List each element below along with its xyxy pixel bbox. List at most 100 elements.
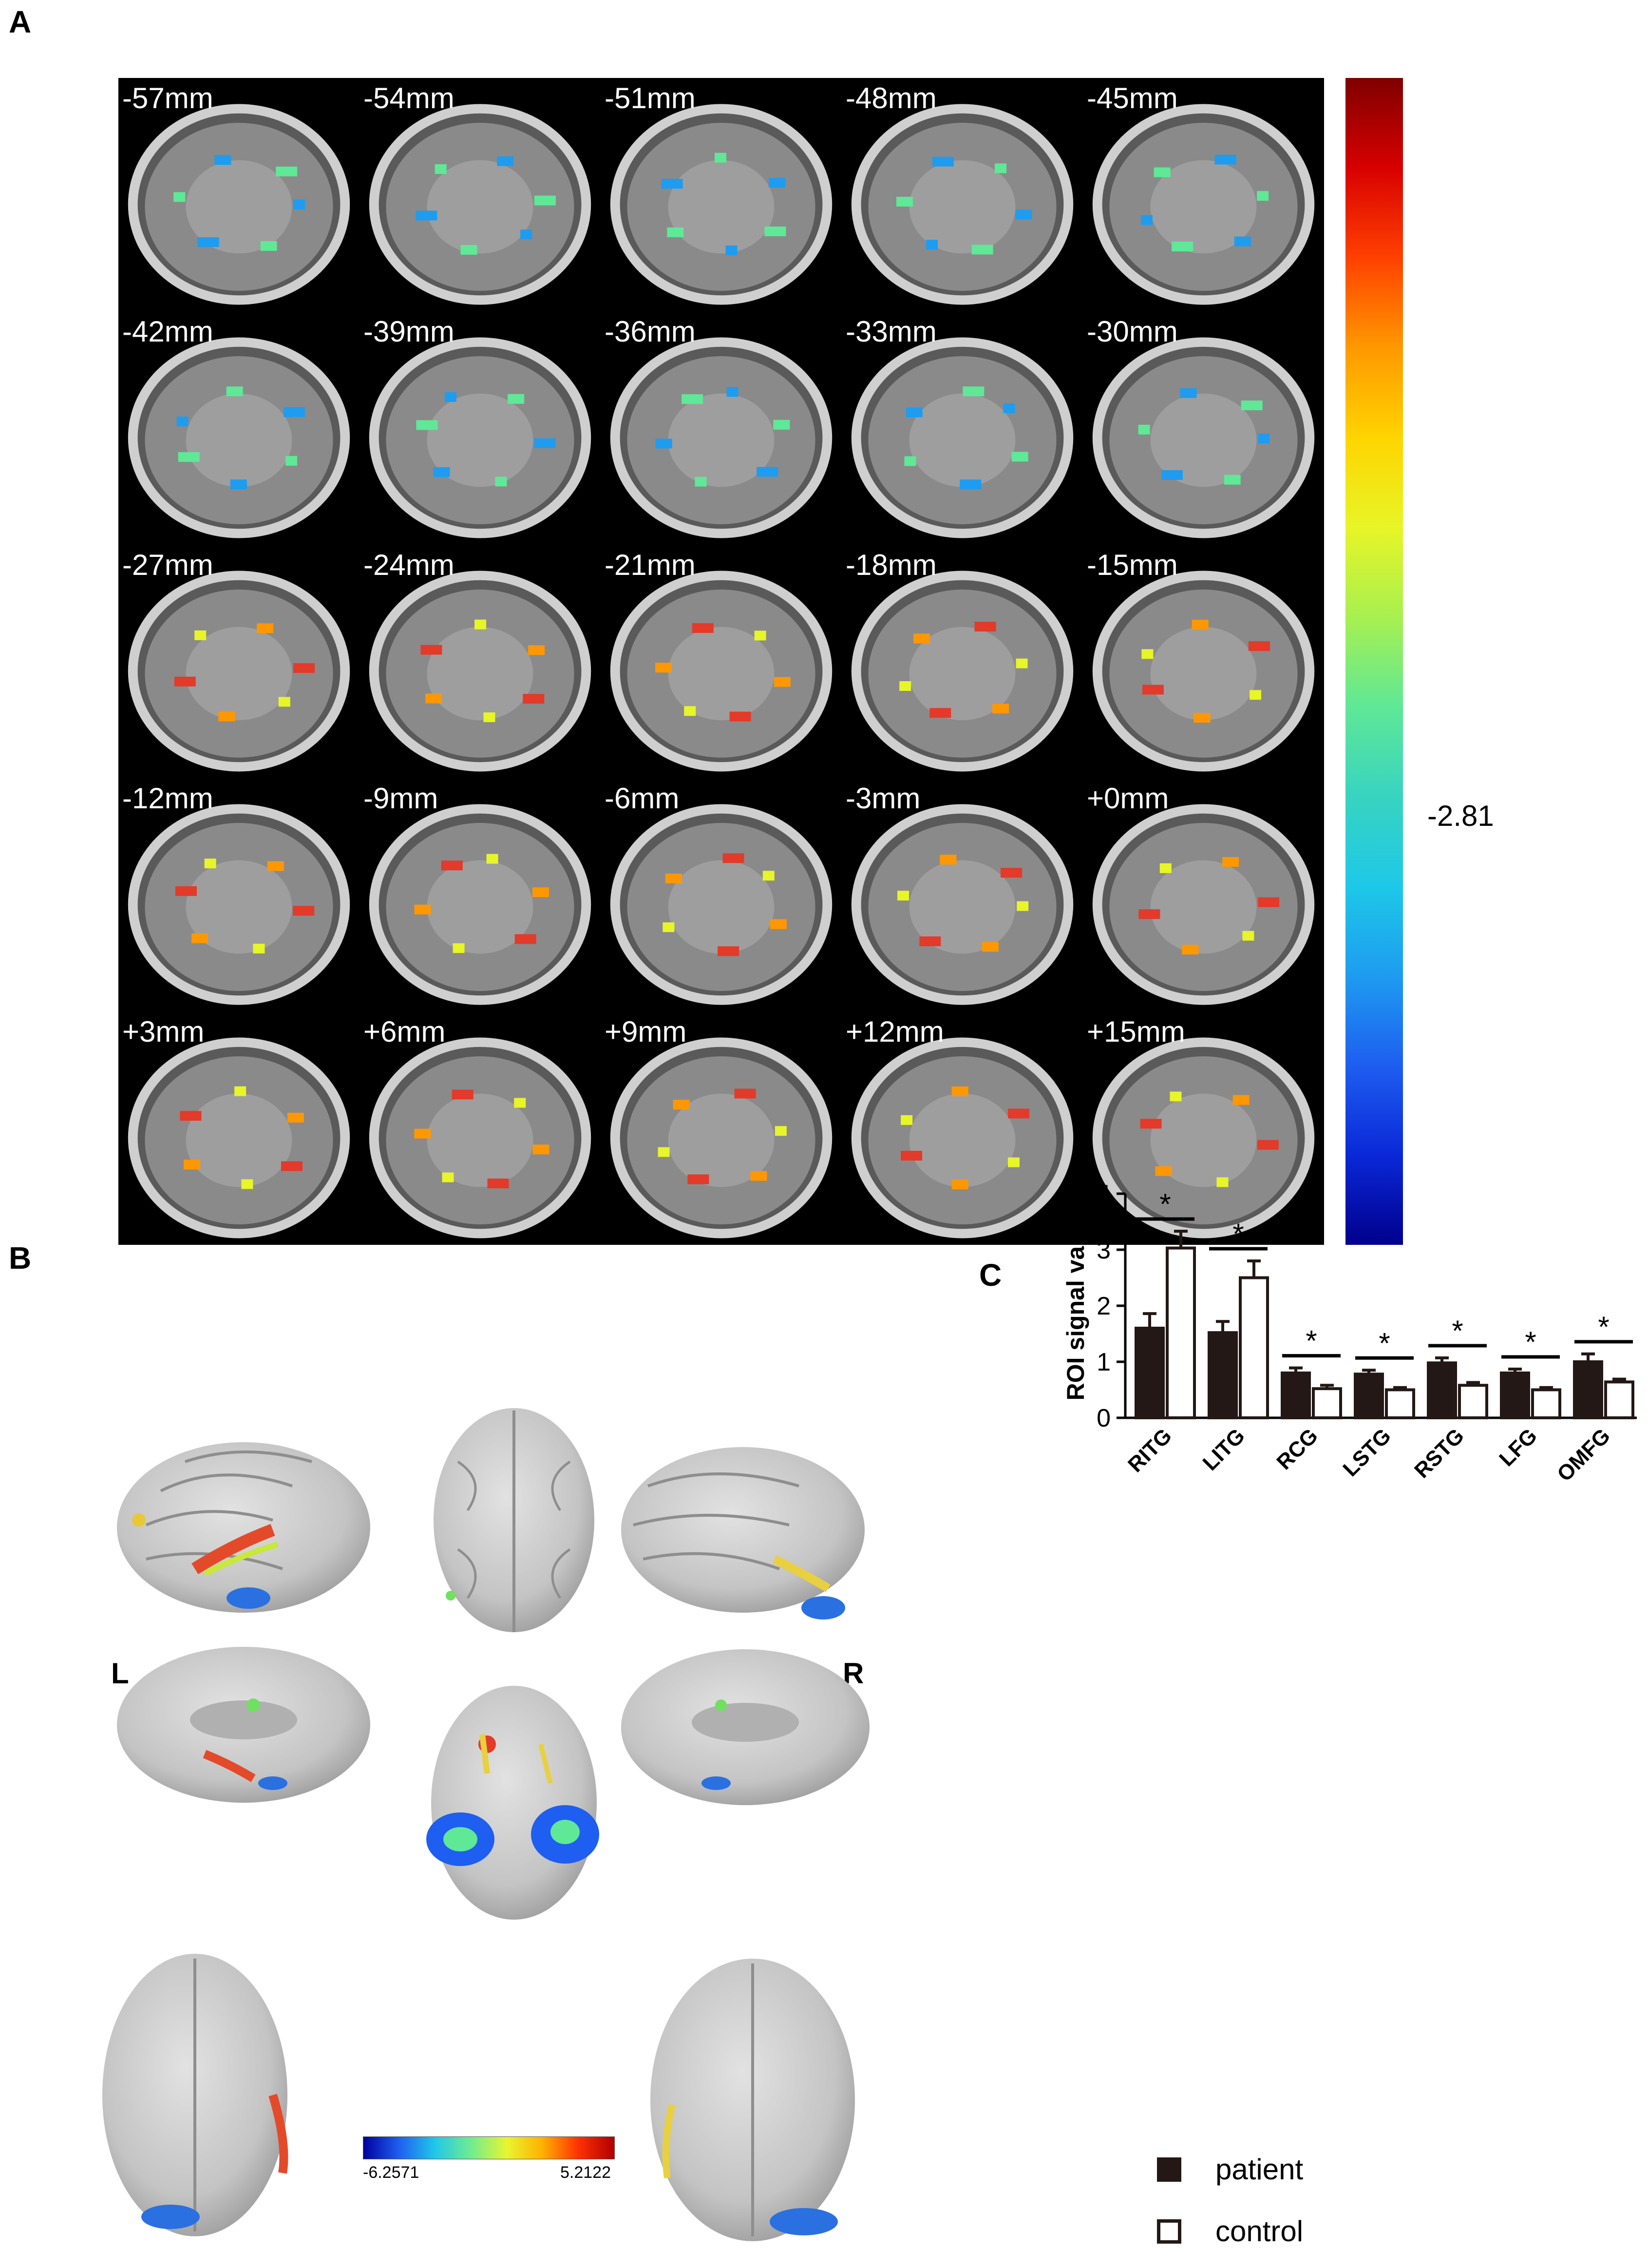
activation-cluster bbox=[444, 392, 456, 402]
axial-slice-svg: -57mm -54mm -51mm -48mm -45mm -42mm -39mm -36mm… bbox=[122, 82, 1315, 1239]
activation-cluster bbox=[441, 860, 463, 871]
activation-cluster bbox=[183, 1160, 200, 1170]
activation-cluster bbox=[1232, 1095, 1250, 1105]
activation-cluster bbox=[497, 156, 514, 166]
slice-label: -18mm bbox=[846, 549, 937, 581]
legend-patient-label: patient bbox=[1215, 2153, 1304, 2186]
activation-cluster bbox=[1222, 857, 1239, 867]
significance-marker: * bbox=[1232, 1218, 1244, 1250]
activation-cluster bbox=[197, 237, 219, 247]
y-tick-label: 1 bbox=[1097, 1348, 1111, 1376]
activation-cluster bbox=[658, 1147, 670, 1157]
inner-tissue bbox=[1150, 860, 1257, 954]
bar-patient bbox=[1573, 1360, 1603, 1419]
brain-dorsal bbox=[434, 1408, 594, 1632]
activation-cluster bbox=[285, 456, 298, 466]
activation-cluster bbox=[1138, 909, 1160, 919]
slice-10: -30mm bbox=[1087, 315, 1315, 538]
activation-cluster bbox=[174, 676, 196, 686]
slice-1: -57mm bbox=[122, 82, 350, 305]
activation-cluster bbox=[897, 891, 909, 901]
activation-cluster bbox=[486, 854, 498, 864]
activation-cluster bbox=[293, 906, 315, 916]
slice-label: -9mm bbox=[363, 782, 438, 815]
colorbar-b-max: 5.2122 bbox=[560, 2163, 611, 2182]
inner-tissue bbox=[909, 393, 1016, 487]
activation-cluster bbox=[1154, 167, 1171, 177]
inner-tissue bbox=[427, 160, 533, 254]
activation-cluster bbox=[474, 619, 487, 629]
activation-cluster bbox=[514, 934, 536, 944]
activation-cluster bbox=[267, 861, 284, 871]
activation-cluster bbox=[276, 166, 298, 176]
activation-cluster bbox=[1193, 713, 1211, 723]
slice-label: +6mm bbox=[363, 1015, 445, 1048]
activation-cluster bbox=[769, 177, 786, 188]
x-tick-label: LITG bbox=[1198, 1424, 1250, 1475]
activation-cluster bbox=[1180, 388, 1197, 398]
inner-tissue bbox=[668, 393, 775, 487]
significance-marker: * bbox=[1306, 1325, 1317, 1357]
activation-cluster bbox=[416, 210, 437, 221]
inner-tissue bbox=[427, 627, 533, 721]
brain-right-medial bbox=[621, 1649, 870, 1805]
activation-cluster bbox=[926, 240, 938, 250]
bar-control bbox=[1531, 1388, 1561, 1419]
y-tick-label: 3 bbox=[1097, 1236, 1111, 1264]
activation-cluster bbox=[896, 196, 913, 207]
activation-cluster bbox=[293, 663, 315, 673]
panel-c-letter: C bbox=[979, 1258, 1002, 1293]
activation-cluster bbox=[287, 1112, 304, 1123]
slice-18: -6mm bbox=[605, 782, 833, 1005]
activation-cluster bbox=[204, 858, 216, 869]
significance-marker: * bbox=[1379, 1327, 1390, 1359]
bar-patient bbox=[1208, 1331, 1238, 1420]
slice-label: -12mm bbox=[122, 782, 213, 815]
inner-tissue bbox=[186, 160, 292, 254]
activation-cluster bbox=[1008, 1108, 1030, 1119]
activation-cluster bbox=[774, 677, 791, 687]
activation-cluster bbox=[995, 163, 1007, 173]
slice-label: -51mm bbox=[605, 82, 696, 114]
activation-cluster bbox=[729, 711, 751, 722]
activation-cluster bbox=[722, 853, 744, 863]
activation-cluster bbox=[420, 645, 442, 655]
activation-cluster bbox=[901, 1115, 913, 1125]
slice-17: -9mm bbox=[363, 782, 591, 1005]
activation-cluster bbox=[1015, 210, 1032, 220]
activation-cluster bbox=[414, 1128, 431, 1139]
activation-cluster bbox=[1216, 1177, 1229, 1187]
activation-cluster bbox=[416, 420, 438, 430]
left-hemisphere-label: L bbox=[111, 1657, 129, 1690]
activation-cluster bbox=[992, 704, 1009, 714]
activation-cluster bbox=[773, 419, 790, 430]
activation-cluster bbox=[684, 706, 696, 716]
activation-cluster bbox=[762, 871, 775, 881]
activation-cluster bbox=[951, 1086, 968, 1096]
slice-label: -36mm bbox=[605, 315, 696, 348]
brain-left-lateral bbox=[117, 1442, 370, 1613]
activation-cluster bbox=[1159, 863, 1172, 873]
brain-right-lateral bbox=[621, 1447, 865, 1620]
activation-cluster bbox=[899, 681, 911, 691]
slice-label: -48mm bbox=[846, 82, 937, 114]
inner-tissue bbox=[186, 393, 292, 487]
y-tick-label: 0 bbox=[1097, 1404, 1111, 1432]
slice-19: -3mm bbox=[846, 782, 1074, 1005]
activation-cluster bbox=[180, 1111, 202, 1121]
activation-cluster bbox=[435, 164, 447, 174]
activation-cluster bbox=[901, 1151, 923, 1161]
activation-cluster bbox=[241, 1179, 253, 1189]
y-tick-label: 4 bbox=[1097, 1180, 1111, 1208]
activation-cluster bbox=[932, 156, 954, 167]
slice-label: -57mm bbox=[122, 82, 213, 114]
slice-3: -51mm bbox=[605, 82, 833, 305]
brain-left-posterior bbox=[102, 1954, 288, 2236]
slice-label: -39mm bbox=[363, 315, 455, 348]
activation-cluster bbox=[682, 394, 703, 404]
colorbar-b-min: -6.2571 bbox=[363, 2163, 419, 2182]
slice-7: -39mm bbox=[363, 315, 591, 538]
activation-cluster bbox=[1224, 475, 1241, 485]
activation-cluster bbox=[175, 886, 197, 896]
activation-cluster bbox=[1234, 236, 1251, 247]
